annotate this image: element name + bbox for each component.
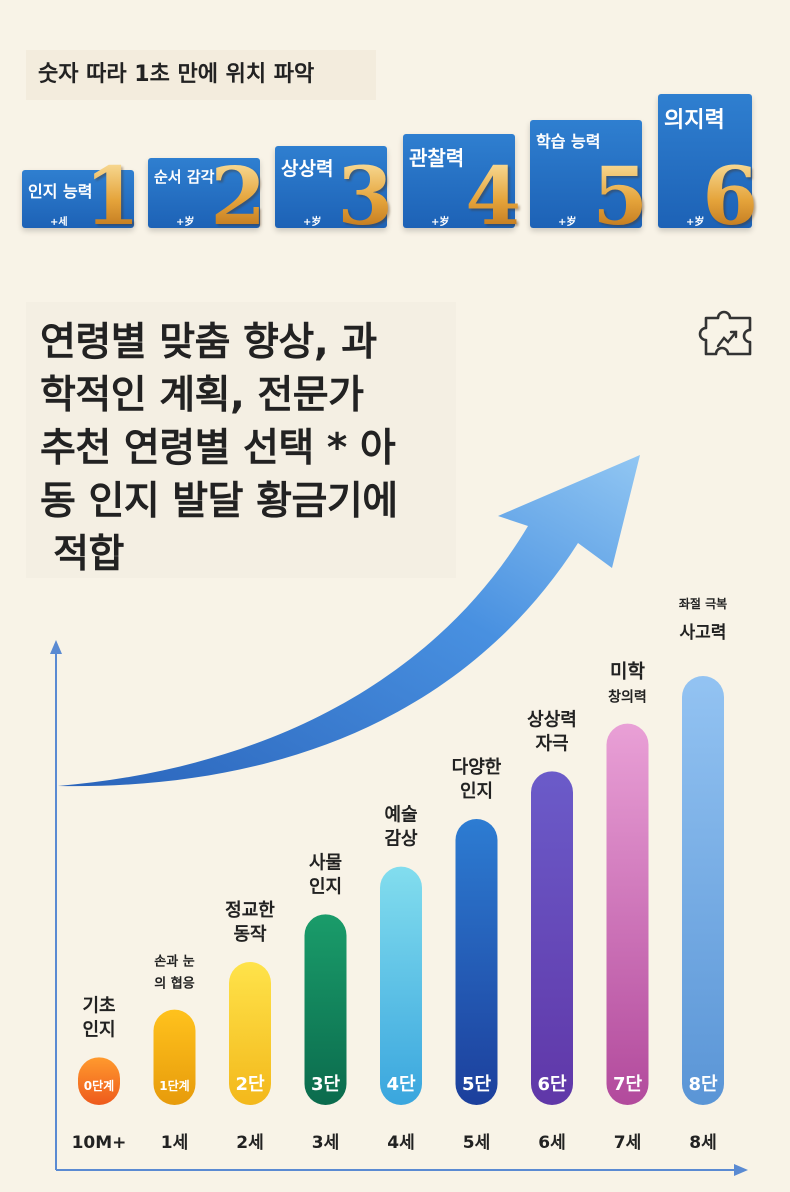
bar-label: 다양한 bbox=[452, 757, 502, 778]
skill-card: 상상력 +岁 3 bbox=[275, 146, 393, 236]
bar-label: 의 협응 bbox=[154, 976, 194, 992]
bar-step-label: 3단 bbox=[311, 1074, 341, 1095]
bar bbox=[380, 866, 422, 1105]
bar-label: 상상력 bbox=[527, 709, 577, 730]
bar-label: 정교한 bbox=[225, 900, 275, 921]
bar-step-label: 1단계 bbox=[159, 1078, 189, 1093]
bar-step-label: 4단 bbox=[386, 1074, 416, 1095]
headline-line: 동 인지 발달 황금기에 bbox=[40, 479, 398, 524]
bar-label: 좌절 극복 bbox=[679, 596, 727, 611]
skill-card-age: +岁 bbox=[558, 217, 577, 228]
bar-label: 동작 bbox=[233, 924, 267, 945]
bar-label: 미학 bbox=[610, 661, 645, 683]
skill-card-number: 3 bbox=[337, 149, 393, 243]
skill-card-label: 학습 능력 bbox=[536, 132, 601, 151]
bar bbox=[78, 1057, 120, 1105]
skill-card-age: +岁 bbox=[176, 217, 195, 228]
x-tick-label: 5세 bbox=[463, 1133, 490, 1153]
headline: 연령별 맞춤 향상, 과 학적인 계획, 전문가 추천 연령별 선택 * 아 동… bbox=[26, 302, 456, 578]
bar-label: 인지 bbox=[309, 876, 342, 897]
bar-label: 창의력 bbox=[608, 689, 647, 706]
bar bbox=[153, 1009, 196, 1105]
skill-card-number: 4 bbox=[465, 149, 521, 243]
bar-label: 인지 bbox=[460, 781, 493, 802]
bar bbox=[682, 676, 724, 1105]
x-tick-label: 1세 bbox=[161, 1133, 188, 1153]
x-tick-label: 10M+ bbox=[72, 1133, 127, 1153]
skill-card-label: 관찰력 bbox=[409, 146, 465, 170]
bar bbox=[229, 962, 271, 1105]
skill-card-age: +岁 bbox=[303, 217, 322, 228]
x-tick-label: 8세 bbox=[689, 1133, 716, 1153]
growth-arrow bbox=[58, 455, 640, 787]
bar-label: 자극 bbox=[535, 733, 568, 754]
bar bbox=[531, 771, 573, 1105]
bar-label: 손과 눈 bbox=[154, 955, 194, 970]
page-title: 숫자 따라 1초 만에 위치 파악 bbox=[26, 50, 376, 100]
bar-label: 감상 bbox=[384, 829, 418, 850]
bar bbox=[606, 723, 649, 1105]
bar-step-label: 8단 bbox=[688, 1074, 718, 1095]
headline-line: 적합 bbox=[40, 532, 124, 577]
skill-card-label: 상상력 bbox=[281, 158, 334, 180]
x-tick-label: 3세 bbox=[312, 1133, 339, 1153]
x-tick-label: 2세 bbox=[236, 1133, 263, 1153]
bar bbox=[455, 819, 498, 1105]
skill-card-age: +세 bbox=[50, 217, 68, 228]
x-tick-label: 6세 bbox=[538, 1133, 565, 1153]
bar-step-label: 6단 bbox=[537, 1074, 567, 1095]
bar-label: 사고력 bbox=[680, 623, 727, 643]
bar-step-label: 5단 bbox=[462, 1074, 492, 1095]
skill-card-number: 2 bbox=[210, 149, 266, 243]
skill-card: 관찰력 +岁 4 bbox=[403, 134, 521, 236]
skill-card-age: +岁 bbox=[686, 217, 705, 228]
headline-line: 학적인 계획, 전문가 bbox=[40, 373, 364, 418]
bar-label: 예술 bbox=[384, 805, 417, 826]
bar bbox=[304, 914, 347, 1105]
headline-line: 연령별 맞춤 향상, 과 bbox=[40, 320, 377, 365]
bar-label: 인지 bbox=[82, 1019, 115, 1040]
skill-card-label: 인지 능력 bbox=[28, 182, 93, 201]
skill-card-number: 1 bbox=[84, 149, 140, 243]
skill-card: 인지 능력 +세 1 bbox=[22, 156, 140, 236]
y-axis-arrowhead bbox=[50, 640, 62, 654]
x-tick-label: 7세 bbox=[614, 1133, 641, 1153]
bar-label: 사물 bbox=[309, 852, 342, 873]
skill-card-age: +岁 bbox=[431, 217, 450, 228]
x-axis-arrowhead bbox=[734, 1164, 748, 1176]
bar-label: 기초 bbox=[82, 995, 115, 1016]
bar-step-label: 0단계 bbox=[84, 1078, 114, 1093]
skill-card: 순서 감각 +岁 2 bbox=[148, 156, 266, 236]
skill-card-label: 순서 감각 bbox=[154, 168, 215, 186]
skill-card: 의지력 +岁 6 bbox=[658, 94, 758, 236]
headline-line: 추천 연령별 선택 * 아 bbox=[40, 426, 396, 471]
puzzle-icon bbox=[698, 310, 752, 356]
bar-step-label: 2단 bbox=[235, 1074, 265, 1095]
skill-card: 학습 능력 +岁 5 bbox=[530, 120, 648, 236]
skill-card-number: 5 bbox=[592, 149, 648, 243]
x-tick-label: 4세 bbox=[387, 1133, 414, 1153]
skill-card-label: 의지력 bbox=[664, 108, 725, 133]
bar-step-label: 7단 bbox=[613, 1074, 643, 1095]
skill-card-number: 6 bbox=[702, 149, 758, 243]
